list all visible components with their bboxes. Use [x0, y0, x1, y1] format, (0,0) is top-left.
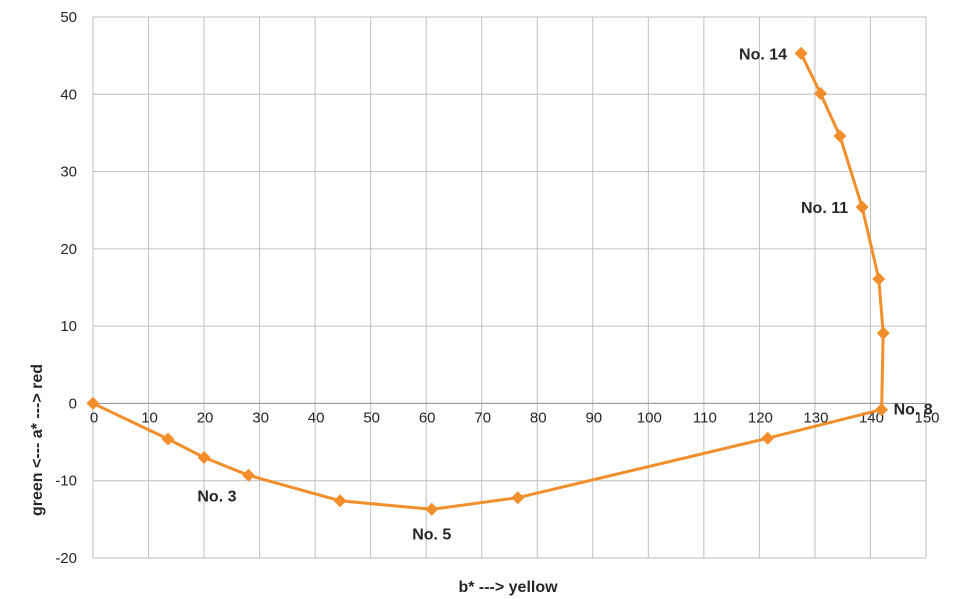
x-tick-label: 80 — [530, 409, 547, 426]
y-tick-label: 40 — [60, 86, 77, 103]
point-annotation: No. 5 — [412, 526, 451, 543]
x-tick-label: 30 — [252, 409, 269, 426]
x-tick-label: 50 — [363, 409, 380, 426]
y-tick-label: -10 — [55, 473, 77, 490]
y-axis-title: green <--- a* ---> red — [29, 364, 46, 516]
x-axis-title: b* ---> yellow — [458, 579, 558, 596]
y-tick-label: 0 — [69, 395, 77, 412]
x-tick-label: 90 — [585, 409, 602, 426]
x-tick-label: 60 — [419, 409, 436, 426]
data-point-marker — [872, 272, 886, 286]
x-tick-label: 70 — [474, 409, 491, 426]
x-tick-label: 100 — [637, 409, 662, 426]
data-point-marker — [241, 468, 255, 482]
x-tick-label: 110 — [693, 409, 717, 426]
point-annotation: No. 14 — [739, 46, 787, 63]
x-tick-label: 120 — [748, 409, 773, 426]
data-point-marker — [876, 326, 890, 340]
annotations: No. 3 No. 5 No. 8 No. 11 No. 14 — [197, 46, 932, 543]
y-tick-label: 30 — [60, 164, 77, 181]
data-point-marker — [794, 46, 808, 60]
x-tick-label: 20 — [197, 409, 214, 426]
data-point-marker — [813, 87, 827, 101]
y-tick-label: 50 — [60, 9, 77, 26]
x-tick-label: 40 — [308, 409, 325, 426]
point-annotation: No. 3 — [197, 488, 236, 505]
x-tick-label: 10 — [141, 409, 158, 426]
point-annotation: No. 11 — [801, 200, 848, 217]
data-point-marker — [511, 491, 525, 505]
data-point-marker — [333, 494, 347, 508]
grid — [92, 16, 927, 559]
x-tick-label: 0 — [90, 409, 98, 426]
data-markers — [86, 46, 890, 516]
data-point-marker — [161, 432, 175, 446]
data-point-marker — [875, 403, 889, 417]
y-tick-label: 20 — [60, 241, 77, 258]
y-tick-label: -20 — [55, 550, 77, 567]
tick-labels: 0 10 20 30 40 50 60 70 80 90 100 110 120 130 140 150-20… — [55, 9, 939, 567]
data-point-marker — [197, 451, 211, 465]
data-point-marker — [761, 431, 775, 445]
point-annotation: No. 8 — [894, 402, 933, 419]
x-tick-label: 130 — [803, 409, 828, 426]
data-point-marker — [855, 200, 869, 214]
data-point-marker — [833, 129, 847, 143]
y-tick-label: 10 — [60, 318, 77, 335]
x-tick-label: 150 — [914, 409, 939, 426]
data-point-marker — [425, 502, 439, 516]
data-point-marker — [86, 396, 100, 410]
